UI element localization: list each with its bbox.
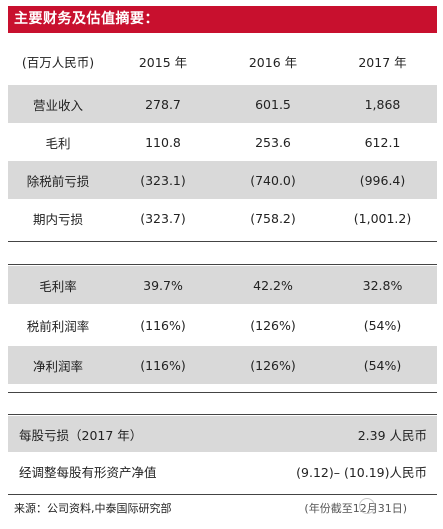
watermark-icon [359,498,375,514]
row-label: 营业收入 [32,97,83,113]
row-value: (996.4) [359,172,406,188]
row-label: 期内亏损 [32,211,83,227]
row-label: 每股亏损（2017 年） [19,427,143,443]
row-value: 253.6 [255,134,291,150]
row-value: (323.7) [140,210,186,226]
row-label: 毛利 [45,135,71,151]
header-unit-label: (百万人民币) [21,54,95,70]
divider [8,414,437,415]
row-value: (323.1) [140,172,186,188]
table-row: 营业收入 278.7 601.5 1,868 [8,85,437,123]
divider [8,392,437,393]
table-row: 除税前亏损 (323.1) (740.0) (996.4) [8,161,437,199]
row-value: (9.12)– (10.19)人民币 [296,464,427,480]
row-value: 612.1 [364,134,401,150]
fiscal-year-note: (年份截至12月31日) [304,502,407,515]
row-value: (54%) [363,317,402,333]
table-header: (百万人民币) 2015 年 2016 年 2017 年 [8,42,437,80]
row-value: (126%) [250,317,296,333]
table-row: 期内亏损 (323.7) (758.2) (1,001.2) [8,199,437,237]
divider [8,241,437,242]
row-value: (126%) [250,357,296,373]
row-value: 601.5 [255,96,291,112]
row-label: 毛利率 [39,278,77,294]
table-row: 税前利润率 (116%) (126%) (54%) [8,306,437,344]
row-value: 110.8 [145,134,181,150]
header-year: 2016 年 [248,54,298,70]
header-year: 2015 年 [138,54,188,70]
row-label: 经调整每股有形资产净值 [19,464,157,480]
source-note: 来源：公司资料,中泰国际研究部 [14,502,172,515]
section-title: 主要财务及估值摘要： [8,6,437,33]
row-value: (116%) [140,357,186,373]
row-value: (1,001.2) [353,210,412,226]
row-value: (758.2) [250,210,296,226]
table-row: 毛利 110.8 253.6 612.1 [8,123,437,161]
row-value: 2.39 人民币 [357,427,427,443]
table-row: 每股亏损（2017 年） 2.39 人民币 [8,416,437,452]
row-value: (116%) [140,317,186,333]
header-year: 2017 年 [358,54,407,70]
footer: 来源：公司资料,中泰国际研究部 (年份截至12月31日) [8,500,437,518]
row-value: 42.2% [253,277,293,293]
row-label: 税前利润率 [26,318,90,334]
table-row: 经调整每股有形资产净值 (9.12)– (10.19)人民币 [8,453,437,489]
row-value: (54%) [363,357,402,373]
row-value: 39.7% [143,277,183,293]
row-label: 除税前亏损 [26,173,90,189]
divider [8,494,437,495]
row-value: 1,868 [364,96,401,112]
row-label: 净利润率 [32,358,83,374]
table-row: 毛利率 39.7% 42.2% 32.8% [8,266,437,304]
row-value: 32.8% [362,277,403,293]
table-row: 净利润率 (116%) (126%) (54%) [8,346,437,384]
row-value: (740.0) [250,172,296,188]
row-value: 278.7 [145,96,181,112]
divider [8,264,437,265]
